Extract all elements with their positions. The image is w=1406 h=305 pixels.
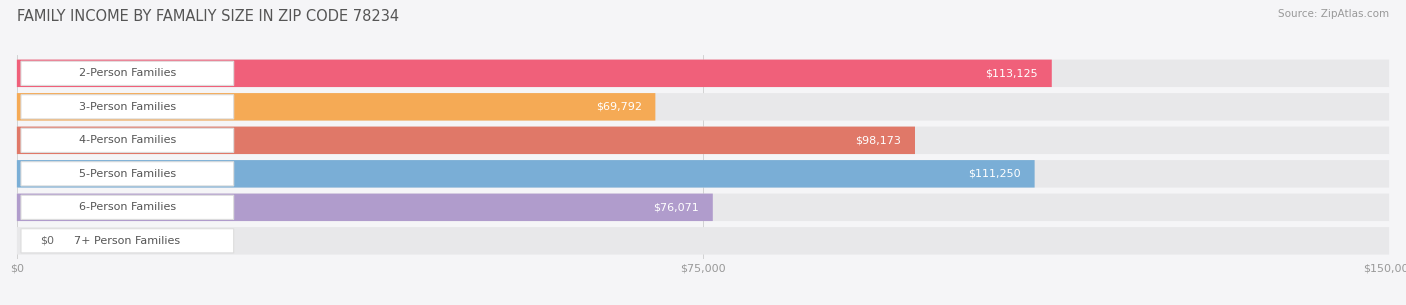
FancyBboxPatch shape xyxy=(17,93,1389,120)
FancyBboxPatch shape xyxy=(21,162,233,186)
FancyBboxPatch shape xyxy=(21,128,233,152)
FancyBboxPatch shape xyxy=(17,160,1389,188)
Text: 2-Person Families: 2-Person Families xyxy=(79,68,176,78)
FancyBboxPatch shape xyxy=(17,59,1389,87)
Text: $0: $0 xyxy=(39,236,53,246)
FancyBboxPatch shape xyxy=(17,59,1052,87)
Text: $113,125: $113,125 xyxy=(986,68,1038,78)
Text: 7+ Person Families: 7+ Person Families xyxy=(75,236,180,246)
FancyBboxPatch shape xyxy=(21,95,233,119)
FancyBboxPatch shape xyxy=(17,227,1389,255)
FancyBboxPatch shape xyxy=(17,127,915,154)
FancyBboxPatch shape xyxy=(21,195,233,219)
Text: $98,173: $98,173 xyxy=(855,135,901,145)
Text: 4-Person Families: 4-Person Families xyxy=(79,135,176,145)
FancyBboxPatch shape xyxy=(21,229,233,253)
FancyBboxPatch shape xyxy=(17,160,1035,188)
FancyBboxPatch shape xyxy=(17,93,655,120)
Text: FAMILY INCOME BY FAMALIY SIZE IN ZIP CODE 78234: FAMILY INCOME BY FAMALIY SIZE IN ZIP COD… xyxy=(17,9,399,24)
FancyBboxPatch shape xyxy=(17,194,1389,221)
Text: $111,250: $111,250 xyxy=(969,169,1021,179)
Text: 6-Person Families: 6-Person Families xyxy=(79,202,176,212)
Text: 3-Person Families: 3-Person Families xyxy=(79,102,176,112)
Text: 5-Person Families: 5-Person Families xyxy=(79,169,176,179)
Text: $69,792: $69,792 xyxy=(596,102,641,112)
FancyBboxPatch shape xyxy=(17,127,1389,154)
Text: $76,071: $76,071 xyxy=(654,202,699,212)
Text: Source: ZipAtlas.com: Source: ZipAtlas.com xyxy=(1278,9,1389,19)
FancyBboxPatch shape xyxy=(21,61,233,85)
FancyBboxPatch shape xyxy=(17,194,713,221)
